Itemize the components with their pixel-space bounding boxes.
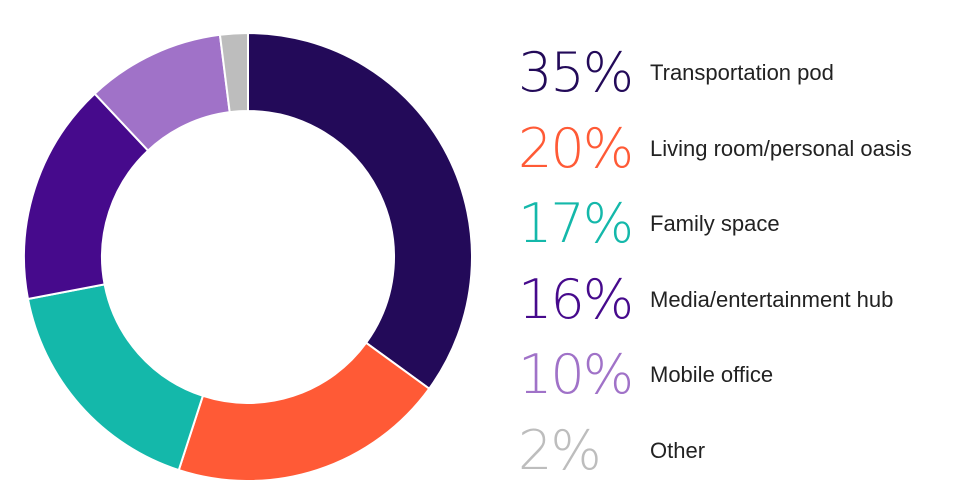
legend-value: 2% bbox=[518, 418, 602, 482]
legend-value: 16% bbox=[518, 267, 634, 331]
legend-value: 17% bbox=[518, 192, 634, 255]
legend-item: 35% Transportation pod bbox=[518, 38, 954, 108]
legend-item: 17% Family space bbox=[518, 189, 954, 259]
legend-label: Mobile office bbox=[650, 362, 774, 387]
legend-item: 16% Media/entertainment hub bbox=[518, 265, 954, 335]
slice-other bbox=[218, 31, 249, 114]
donut-chart bbox=[23, 31, 473, 482]
slice-living-room-personal-oasis bbox=[177, 341, 431, 482]
slice-family-space bbox=[26, 283, 205, 472]
legend-label: Transportation pod bbox=[650, 60, 834, 85]
legend-value: 20% bbox=[518, 116, 634, 180]
legend-value: 10% bbox=[518, 343, 634, 406]
legend-item: 2% Other bbox=[518, 416, 954, 486]
legend-label: Living room/personal oasis bbox=[650, 135, 912, 161]
legend-label: Media/entertainment hub bbox=[650, 286, 894, 312]
legend-label: Family space bbox=[650, 211, 780, 236]
legend-item: 20% Living room/personal oasis bbox=[518, 114, 954, 184]
legend-value: 35% bbox=[518, 41, 634, 104]
slice-transportation-pod bbox=[247, 31, 473, 391]
legend-item: 10% Mobile office bbox=[518, 340, 954, 410]
legend-label: Other bbox=[650, 437, 706, 463]
